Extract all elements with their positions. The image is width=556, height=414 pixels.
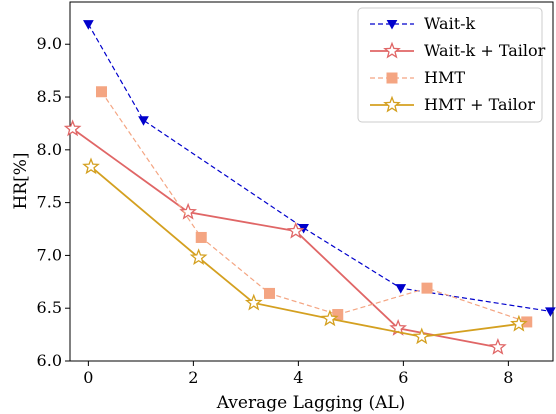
y-tick-label: 6.5 (37, 298, 62, 317)
legend-label: HMT (424, 68, 465, 87)
legend-swatch-marker (386, 72, 398, 84)
y-tick-label: 9.0 (37, 34, 62, 53)
series-hmt-tailor (82, 157, 528, 345)
legend-frame (357, 7, 543, 123)
data-point (395, 284, 407, 294)
axis-ticks: 0 2 4 6 8 6.0 6.5 7.0 7.5 8.0 8.5 9.0 (37, 34, 514, 387)
y-tick-label: 7.0 (37, 245, 62, 264)
data-point (244, 293, 263, 311)
data-point (412, 327, 431, 345)
data-point (189, 248, 208, 266)
series-wait-k (83, 20, 556, 317)
y-tick-label: 8.5 (37, 87, 62, 106)
legend-label: HMT + Tailor (424, 95, 535, 114)
x-tick-label: 0 (83, 368, 93, 387)
data-point (82, 157, 100, 175)
data-point (421, 282, 433, 294)
x-axis-label: Average Lagging (AL) (216, 393, 406, 413)
data-point (321, 309, 339, 327)
y-tick-label: 8.0 (37, 140, 62, 159)
series-line (87, 23, 551, 312)
data-point (179, 202, 197, 220)
legend-swatch-marker (383, 41, 401, 59)
series-layer (63, 20, 556, 355)
data-point (286, 221, 305, 239)
data-point (96, 86, 107, 98)
series-line (90, 166, 519, 338)
legend-label: Wait-k + Tailor (424, 41, 546, 60)
legend-swatch-marker (386, 20, 398, 30)
y-axis-label: HR[%] (11, 152, 31, 209)
legend-label: Wait-k (424, 14, 476, 33)
data-point (138, 116, 149, 126)
x-tick-label: 4 (293, 368, 303, 387)
data-point (510, 314, 528, 332)
data-point (63, 119, 82, 137)
data-point (264, 287, 275, 299)
y-tick-label: 6.0 (37, 351, 62, 370)
legend-swatch-marker (383, 95, 401, 113)
data-point (195, 231, 207, 243)
x-tick-label: 8 (503, 368, 513, 387)
data-point (545, 307, 556, 317)
x-tick-label: 2 (188, 368, 198, 387)
y-tick-label: 7.5 (37, 193, 62, 212)
legend: Wait-k Wait-k + Tailor HMT HMT + Tailor (357, 7, 546, 123)
data-point (489, 337, 507, 355)
series-line (101, 91, 527, 323)
x-tick-label: 6 (398, 368, 408, 387)
data-point (83, 20, 94, 30)
